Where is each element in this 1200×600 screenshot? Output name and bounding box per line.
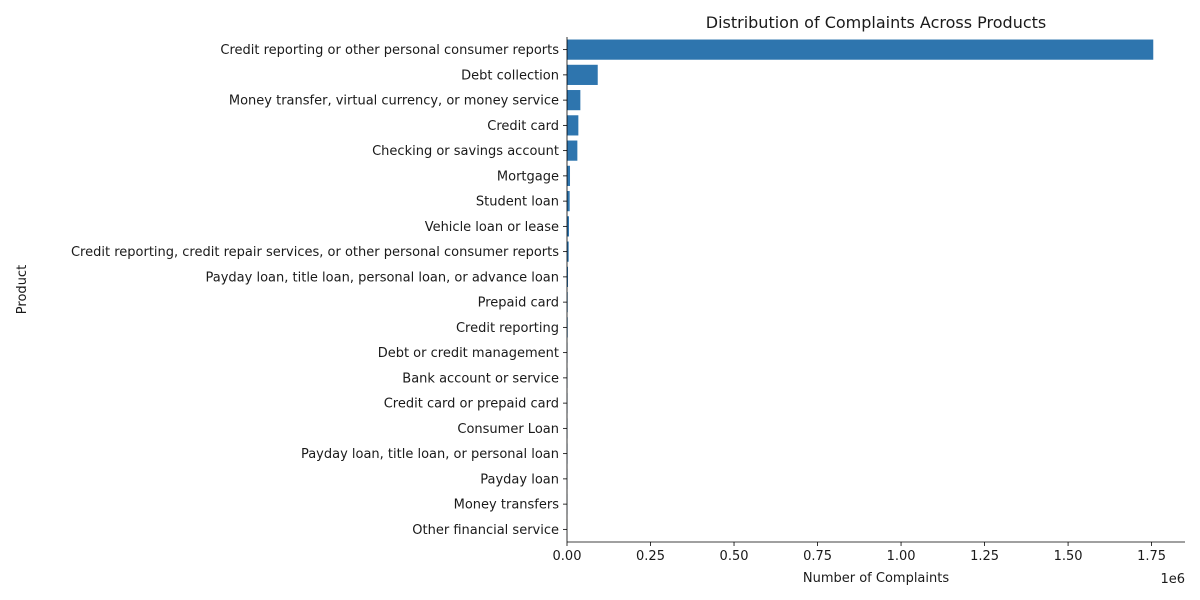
bar	[567, 165, 571, 186]
y-tick-label: Checking or savings account	[372, 144, 559, 159]
y-tick-label: Vehicle loan or lease	[425, 220, 559, 235]
y-tick-label: Debt or credit management	[378, 346, 559, 361]
y-tick-label: Payday loan	[480, 472, 559, 487]
y-tick-label: Bank account or service	[402, 371, 559, 386]
y-tick-label: Other financial service	[412, 523, 559, 538]
x-tick-label: 0.50	[720, 549, 749, 564]
bar	[567, 241, 569, 262]
y-tick-label: Credit card	[487, 119, 559, 134]
bar	[567, 216, 570, 237]
bar	[567, 64, 598, 85]
bar	[567, 266, 569, 287]
y-axis-ticks: Credit reporting or other personal consu…	[71, 43, 567, 538]
bar	[567, 191, 570, 212]
x-tick-label: 1.75	[1137, 549, 1166, 564]
x-axis-title: Number of Complaints	[803, 571, 949, 586]
bar	[567, 39, 1154, 60]
y-tick-label: Credit card or prepaid card	[384, 397, 559, 412]
y-tick-label: Credit reporting or other personal consu…	[220, 43, 559, 58]
x-axis-offset-label: 1e6	[1160, 572, 1185, 587]
x-tick-label: 1.50	[1054, 549, 1083, 564]
y-tick-label: Credit reporting, credit repair services…	[71, 245, 559, 260]
x-tick-label: 1.25	[970, 549, 999, 564]
y-tick-label: Money transfers	[454, 498, 560, 513]
y-axis-title: Product	[15, 265, 30, 314]
x-tick-label: 0.25	[636, 549, 665, 564]
y-tick-label: Credit reporting	[456, 321, 559, 336]
x-axis-ticks: 0.00 0.25 0.50 0.75 1.00 1.25 1.50 1.75	[553, 542, 1166, 564]
y-tick-label: Prepaid card	[478, 296, 559, 311]
bar	[567, 115, 579, 136]
y-tick-label: Money transfer, virtual currency, or mon…	[229, 94, 559, 109]
bar	[567, 90, 581, 111]
x-tick-label: 0.75	[803, 549, 832, 564]
x-tick-label: 1.00	[887, 549, 916, 564]
x-tick-label: 0.00	[553, 549, 582, 564]
y-tick-label: Mortgage	[497, 169, 559, 184]
bar	[567, 140, 578, 161]
y-tick-label: Debt collection	[461, 68, 559, 83]
bars-layer	[567, 39, 1154, 540]
y-tick-label: Consumer Loan	[457, 422, 559, 437]
y-tick-label: Student loan	[476, 195, 559, 210]
chart-title: Distribution of Complaints Across Produc…	[706, 13, 1047, 32]
y-tick-label: Payday loan, title loan, personal loan, …	[206, 270, 559, 285]
y-tick-label: Payday loan, title loan, or personal loa…	[301, 447, 559, 462]
